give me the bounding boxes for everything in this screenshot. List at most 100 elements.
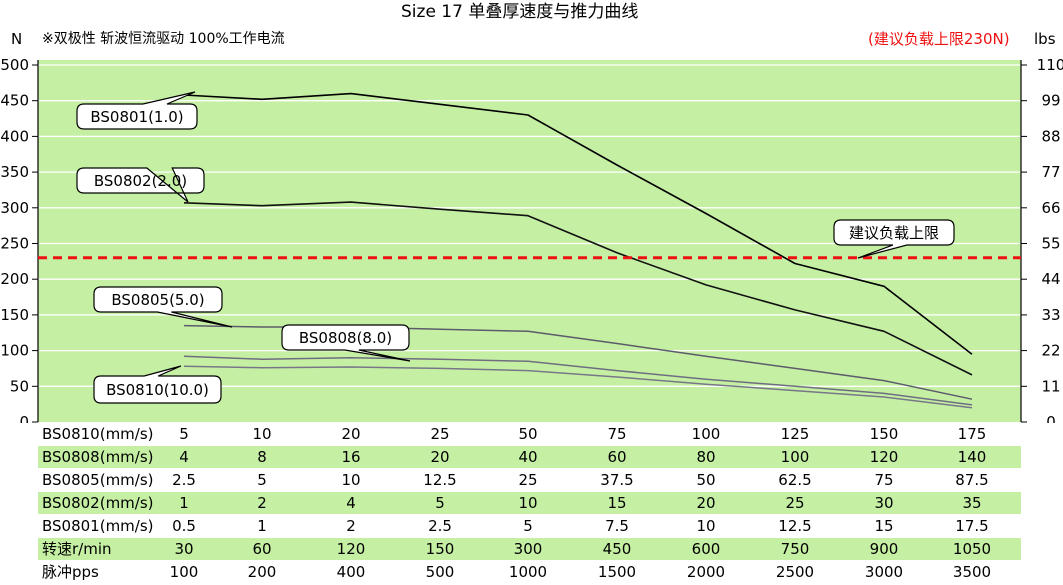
y-tick-label-left: 250 <box>0 235 29 253</box>
callout-label: 建议负载上限 <box>849 224 939 242</box>
left-axis-unit: N <box>11 30 23 48</box>
table-row: 脉冲pps 100 200 400 500 1000 1500 2000 2500 3000 350… <box>0 561 1063 583</box>
table-cell: 60 <box>252 540 272 558</box>
callout-bs0810: BS0810(10.0) <box>93 365 222 404</box>
chart-title: Size 17 单叠厚速度与推力曲线 <box>401 2 639 22</box>
table-cell: 1 <box>257 517 267 535</box>
callout-box <box>76 91 198 130</box>
table-cell: 16 <box>341 448 361 466</box>
table-cell: 20 <box>696 494 716 512</box>
table-cell: 5 <box>523 517 533 535</box>
table-cell: 75 <box>607 425 627 443</box>
callout-box <box>76 167 205 203</box>
table-cell: 0.5 <box>172 517 196 535</box>
table-cell: 2 <box>346 517 356 535</box>
row-label: BS0801(mm/s) <box>42 517 154 535</box>
table-cell: 4 <box>179 448 189 466</box>
table-cell: 2.5 <box>428 517 452 535</box>
table-cell: 15 <box>607 494 627 512</box>
y-tick-label-left: 400 <box>0 127 29 145</box>
table-cell: 30 <box>874 494 894 512</box>
table-cell: 400 <box>336 563 366 581</box>
table-cell: 150 <box>869 425 899 443</box>
table-cell: 140 <box>957 448 987 466</box>
table-cell: 20 <box>430 448 450 466</box>
row-label: BS0805(mm/s) <box>42 471 154 489</box>
table-cell: 87.5 <box>955 471 989 489</box>
table-cell: 35 <box>962 494 982 512</box>
callout-box <box>93 365 222 404</box>
callout-load-limit: 建议负载上限 <box>833 219 955 259</box>
y-tick-label-left: 100 <box>0 342 29 360</box>
y-tick-label-right: 11 <box>1041 377 1060 395</box>
table-cell: 25 <box>518 471 538 489</box>
table-cell: 100 <box>691 425 721 443</box>
row-band <box>38 538 1021 560</box>
table-cell: 150 <box>425 540 455 558</box>
callout-label: BS0810(10.0) <box>106 381 209 399</box>
table-cell: 120 <box>336 540 366 558</box>
table-cell: 3500 <box>952 563 992 581</box>
load-limit-note: (建议负载上限230N) <box>868 30 1010 48</box>
table-row: BS0805(mm/s) 2.5 5 10 12.5 25 37.5 50 62.5 75 87.5 <box>0 469 1063 491</box>
y-tick-label-right: 0 <box>1046 413 1056 423</box>
table-cell: 600 <box>691 540 721 558</box>
callout-bs0802: BS0802(2.0) <box>76 167 205 203</box>
table-cell: 100 <box>780 448 810 466</box>
table-cell: 2 <box>257 494 267 512</box>
y-tick-label-left: 0 <box>19 413 29 423</box>
table-cell: 1050 <box>952 540 992 558</box>
table-cell: 5 <box>435 494 445 512</box>
table-cell: 10 <box>341 471 361 489</box>
callout-label: BS0805(5.0) <box>111 291 204 309</box>
series-line <box>183 92 973 355</box>
table-cell: 500 <box>425 563 455 581</box>
y-tick-label-right: 110 <box>1037 56 1063 74</box>
y-tick-label-left: 50 <box>10 377 29 395</box>
table-cell: 12.5 <box>778 517 812 535</box>
chart-plot: 0 0 50 11 100 22 150 33 200 44 250 55 300 66 350 77 400 8… <box>0 56 1063 423</box>
table-cell: 10 <box>252 425 272 443</box>
table-cell: 100 <box>169 563 199 581</box>
y-tick-label-left: 300 <box>0 199 29 217</box>
callout-label: BS0801(1.0) <box>90 108 183 126</box>
table-cell: 5 <box>257 471 267 489</box>
row-label: 脉冲pps <box>42 563 99 581</box>
table-row: BS0802(mm/s) 1 2 4 5 10 15 20 25 30 35 <box>0 492 1063 514</box>
table-cell: 60 <box>607 448 627 466</box>
table-cell: 17.5 <box>955 517 989 535</box>
table-cell: 2500 <box>775 563 815 581</box>
table-cell: 25 <box>430 425 450 443</box>
table-cell: 7.5 <box>605 517 629 535</box>
row-label: BS0810(mm/s) <box>42 425 154 443</box>
table-cell: 300 <box>513 540 543 558</box>
y-tick-label-left: 500 <box>0 56 29 74</box>
row-band <box>38 492 1021 514</box>
y-tick-label-right: 22 <box>1041 342 1060 360</box>
row-label: BS0802(mm/s) <box>42 494 154 512</box>
table-cell: 3000 <box>864 563 904 581</box>
table-cell: 50 <box>696 471 716 489</box>
callout-label: BS0802(2.0) <box>94 172 187 190</box>
table-row: BS0810(mm/s) 5 10 20 25 50 75 100 125 150 175 <box>0 423 1063 445</box>
callout-box <box>833 219 955 259</box>
y-tick-label-right: 55 <box>1041 235 1060 253</box>
table-cell: 1500 <box>597 563 637 581</box>
table-cell: 5 <box>179 425 189 443</box>
right-axis-unit: lbs <box>1034 30 1056 48</box>
table-cell: 10 <box>696 517 716 535</box>
table-cell: 20 <box>341 425 361 443</box>
table-row: BS0808(mm/s) 4 8 16 20 40 60 80 100 120 140 <box>0 446 1063 468</box>
y-tick-label-right: 66 <box>1041 199 1060 217</box>
table-cell: 900 <box>869 540 899 558</box>
callout-bs0801: BS0801(1.0) <box>76 91 198 130</box>
series-line <box>183 365 973 409</box>
table-cell: 37.5 <box>600 471 634 489</box>
table-row: BS0801(mm/s) 0.5 1 2 2.5 5 7.5 10 12.5 15 17.5 <box>0 515 1063 537</box>
table-cell: 25 <box>785 494 805 512</box>
table-cell: 2.5 <box>172 471 196 489</box>
y-tick-label-right: 77 <box>1041 163 1060 181</box>
y-tick-label-right: 33 <box>1041 306 1060 324</box>
y-tick-label-left: 200 <box>0 270 29 288</box>
y-tick-label-right: 88 <box>1041 127 1060 145</box>
